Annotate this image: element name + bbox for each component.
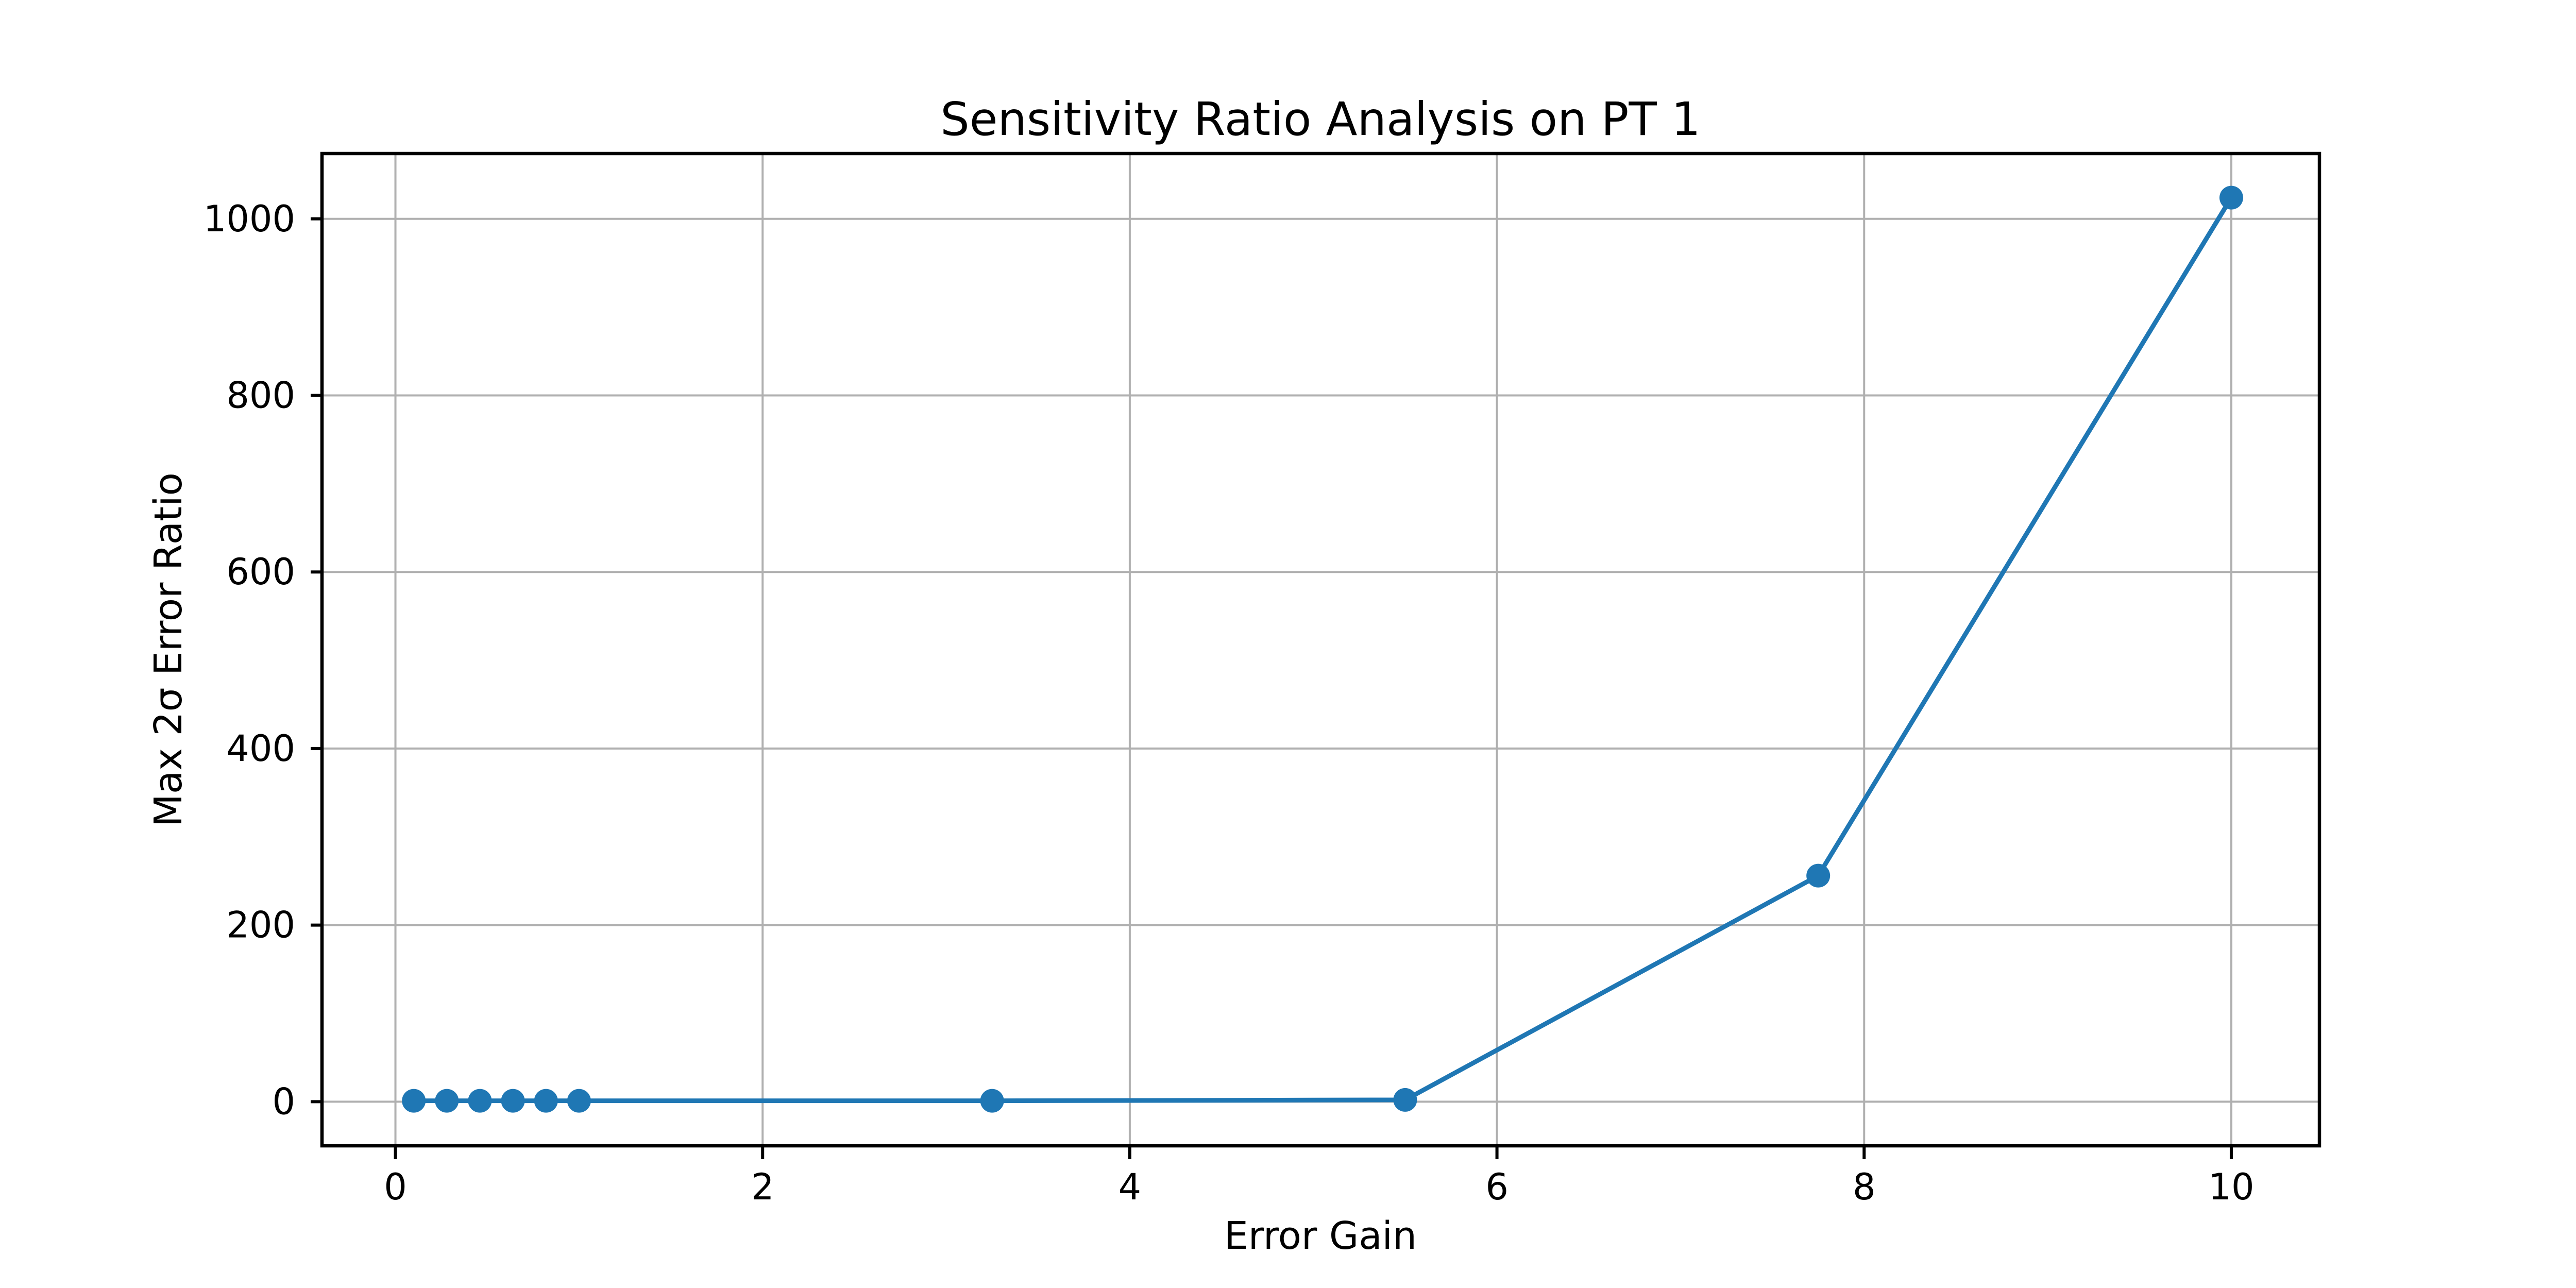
- y-tick-labels: 0 200 400 600 800 1000: [204, 198, 295, 1123]
- x-tick-labels: 0 2 4 6 8 10: [384, 1166, 2254, 1208]
- data-point: [567, 1089, 591, 1113]
- data-point: [402, 1089, 426, 1113]
- data-point: [980, 1089, 1004, 1113]
- x-axis-label: Error Gain: [1224, 1214, 1417, 1258]
- x-tick-label: 0: [384, 1166, 407, 1208]
- x-tick-label: 8: [1853, 1166, 1876, 1208]
- data-point: [1806, 863, 1831, 888]
- data-point: [435, 1089, 459, 1113]
- gridlines: [322, 154, 2319, 1146]
- y-axis-label: Max 2σ Error Ratio: [146, 472, 191, 827]
- x-tick-label: 4: [1118, 1166, 1142, 1208]
- data-point: [501, 1089, 525, 1113]
- data-point: [2219, 185, 2243, 210]
- data-point: [1393, 1088, 1417, 1112]
- series-line: [411, 195, 2234, 1104]
- data-point: [534, 1089, 558, 1113]
- y-tick-label: 600: [226, 551, 295, 593]
- axis-ticks: [311, 217, 2233, 1159]
- y-tick-label: 1000: [204, 198, 295, 240]
- chart-title: Sensitivity Ratio Analysis on PT 1: [940, 92, 1701, 146]
- series-markers: [402, 185, 2243, 1113]
- plot-border: [320, 151, 2321, 1148]
- y-tick-label: 800: [226, 375, 295, 417]
- x-tick-label: 10: [2208, 1166, 2254, 1208]
- x-tick-label: 2: [751, 1166, 774, 1208]
- y-tick-label: 0: [272, 1080, 295, 1123]
- data-point: [468, 1089, 492, 1113]
- x-tick-label: 6: [1485, 1166, 1509, 1208]
- y-tick-label: 200: [226, 904, 295, 946]
- y-tick-label: 400: [226, 727, 295, 770]
